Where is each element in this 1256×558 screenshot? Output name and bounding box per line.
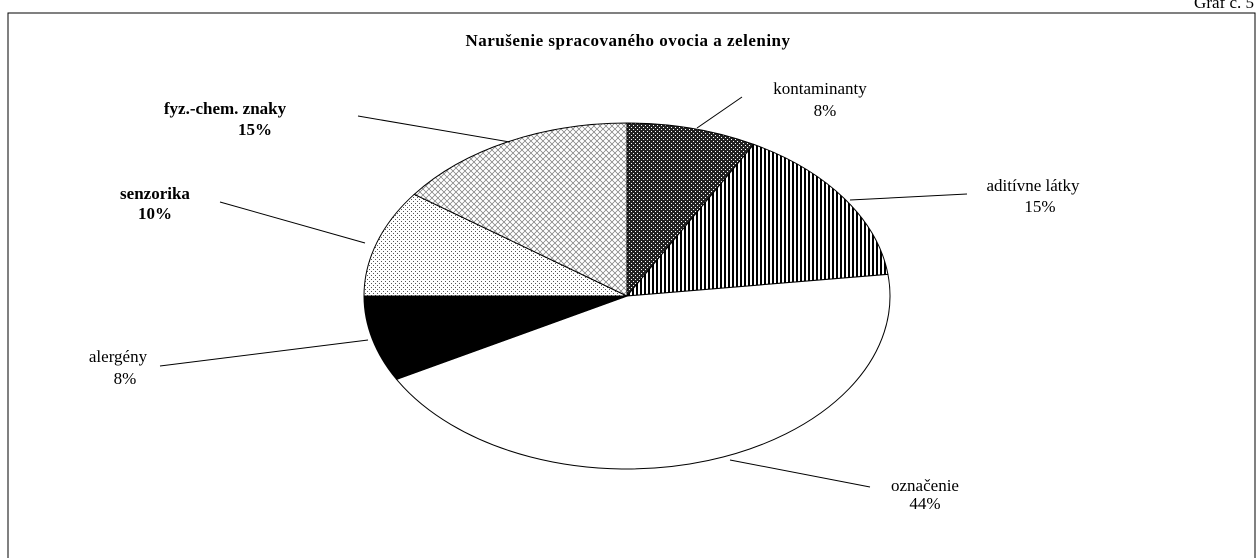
corner-label: Graf č. 5 — [1194, 0, 1254, 12]
slice-value-label: 44% — [909, 494, 940, 513]
slice-value-label: 15% — [238, 120, 272, 139]
leader-line — [159, 339, 369, 367]
leader-line — [729, 459, 871, 488]
pie-slice — [395, 273, 891, 470]
pie-slice — [363, 295, 628, 380]
slice-label: označenie — [891, 476, 959, 495]
pie-slice — [625, 143, 889, 297]
leader-line — [696, 96, 743, 129]
leader-line — [849, 193, 968, 201]
frame — [7, 12, 1256, 558]
slice-label: senzorika — [120, 184, 190, 203]
chart-title: Narušenie spracovaného ovocia a zeleniny — [465, 31, 790, 50]
slice-value-label: 8% — [114, 369, 137, 388]
leader-line — [357, 115, 511, 143]
slice-value-label: 10% — [138, 204, 172, 223]
leader-line — [219, 201, 366, 244]
pie-slice — [363, 193, 628, 297]
slice-value-label: 15% — [1024, 197, 1055, 216]
slice-label: alergény — [89, 347, 148, 366]
slice-label: fyz.-chem. znaky — [164, 99, 287, 118]
slice-label: aditívne látky — [986, 176, 1080, 195]
slice-value-label: 8% — [814, 101, 837, 120]
pie-slice — [626, 122, 755, 298]
slice-label: kontaminanty — [773, 79, 867, 98]
